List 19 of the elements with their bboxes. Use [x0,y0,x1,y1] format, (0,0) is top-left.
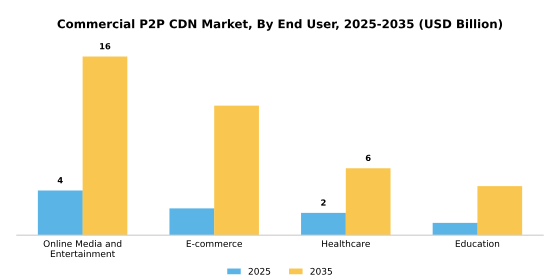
x-tick-label: Education [456,240,500,248]
data-label: 6 [366,154,371,162]
data-label: 4 [58,177,63,184]
bar [432,222,478,236]
bar [169,208,214,236]
x-tick-label: E-commerce [186,240,242,248]
legend-label: 2025 [248,268,270,275]
bar [82,56,128,236]
bar [301,212,346,236]
bar [38,190,83,236]
bar [214,106,259,236]
x-tick-label: Online Media and Entertainment [44,240,122,258]
bar [477,186,522,236]
chart-title: Commercial P2P CDN Market, By End User, 2025-2035 (USD Billion) [58,19,502,31]
data-label: 2 [321,199,326,206]
x-tick-label: Healthcare [322,240,370,248]
data-label: 16 [100,43,110,50]
legend-label: 2035 [310,268,332,275]
bar [346,168,391,236]
